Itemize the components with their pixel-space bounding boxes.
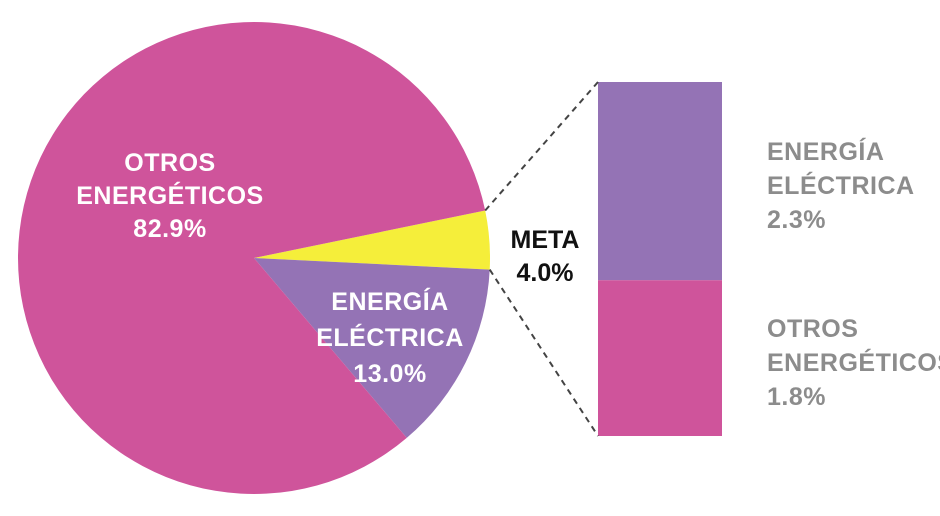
pie-slice-energia-electrica: [254, 258, 490, 438]
label-bar-energia-electrica: ENERGÍA ELÉCTRICA 2.3%: [767, 137, 915, 234]
label-otros-energeticos-line-2: ENERGÉTICOS: [76, 181, 263, 210]
label-meta-line-1: META: [511, 226, 580, 254]
label-otros-energeticos-line-1: OTROS: [124, 149, 215, 177]
label-otros-energeticos: OTROS ENERGÉTICOS 82.9%: [76, 149, 263, 243]
label-otros-energeticos-line-3: 82.9%: [133, 215, 206, 243]
label-meta-line-2: 4.0%: [517, 259, 574, 287]
label-bar-otros-energeticos-line-1: OTROS: [767, 315, 858, 343]
pie-slice-otros-energeticos: [17, 22, 486, 495]
pie-slice-meta: [254, 210, 491, 270]
label-bar-otros-energeticos-line-3: 1.8%: [767, 383, 826, 411]
label-bar-energia-electrica-line-1: ENERGÍA: [767, 137, 884, 166]
connector-line-top: [484, 81, 599, 212]
label-bar-otros-energeticos: OTROS ENERGÉTICOS 1.8%: [767, 315, 940, 411]
connector-line-bottom: [488, 269, 599, 437]
label-energia-electrica-line-3: 13.0%: [353, 360, 426, 388]
label-bar-energia-electrica-line-3: 2.3%: [767, 206, 826, 234]
label-bar-otros-energeticos-line-2: ENERGÉTICOS: [767, 348, 940, 377]
bar-segment-otros-energeticos: [598, 280, 722, 436]
label-meta: META 4.0%: [511, 226, 580, 287]
label-energia-electrica: ENERGÍA ELÉCTRICA 13.0%: [316, 287, 464, 388]
label-energia-electrica-line-2: ELÉCTRICA: [316, 323, 464, 352]
label-bar-energia-electrica-line-2: ELÉCTRICA: [767, 171, 915, 200]
bar-segment-energia-electrica: [598, 82, 722, 281]
label-energia-electrica-line-1: ENERGÍA: [331, 287, 448, 316]
